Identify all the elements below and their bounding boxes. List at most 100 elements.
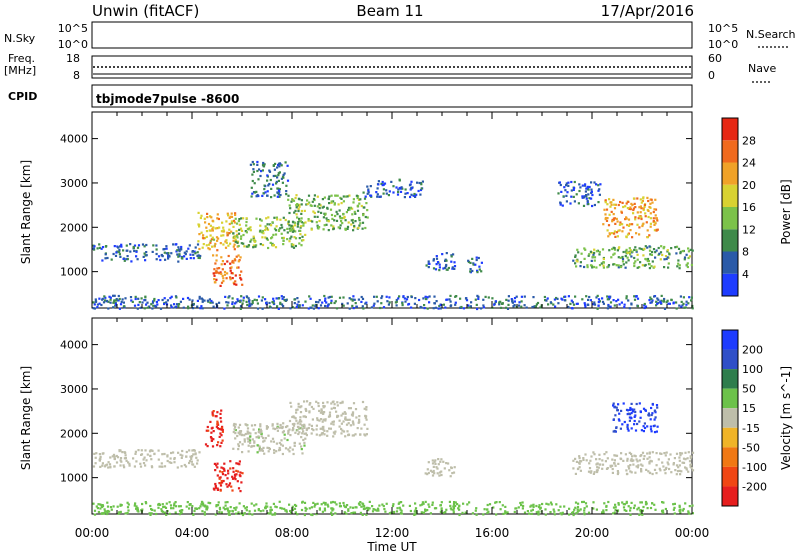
range-gate-cell xyxy=(644,212,647,215)
range-gate-cell xyxy=(280,295,283,298)
range-gate-cell xyxy=(294,431,297,434)
range-gate-cell xyxy=(288,450,291,453)
range-gate-cell xyxy=(648,245,651,248)
range-gate-cell xyxy=(221,268,224,271)
range-gate-cell xyxy=(587,193,590,196)
range-gate-cell xyxy=(313,215,316,218)
range-gate-cell xyxy=(369,185,372,188)
range-gate-cell xyxy=(354,408,358,411)
range-gate-cell xyxy=(250,424,254,427)
range-gate-cell xyxy=(655,404,659,407)
range-gate-cell xyxy=(617,502,620,505)
range-gate-cell xyxy=(268,305,271,308)
range-gate-cell xyxy=(644,257,647,261)
range-gate-cell xyxy=(244,507,247,510)
range-gate-cell xyxy=(385,189,388,192)
range-gate-cell xyxy=(344,219,347,222)
range-gate-cell xyxy=(651,472,654,476)
range-gate-cell xyxy=(238,474,241,477)
range-gate-cell xyxy=(191,250,194,253)
range-gate-cell xyxy=(619,221,622,224)
range-gate-cell xyxy=(277,193,280,196)
range-gate-cell xyxy=(224,295,227,298)
range-gate-cell xyxy=(656,425,659,428)
range-gate-cell xyxy=(643,247,646,250)
range-gate-cell xyxy=(631,459,634,463)
range-gate-cell xyxy=(574,506,577,509)
range-gate-cell xyxy=(617,256,620,259)
range-gate-cell xyxy=(262,161,265,165)
range-gate-cell xyxy=(262,446,265,449)
range-gate-cell xyxy=(684,466,687,469)
range-gate-cell xyxy=(285,509,288,512)
range-gate-cell xyxy=(578,509,581,512)
range-gate-cell xyxy=(216,488,219,491)
range-gate-cell xyxy=(515,507,518,510)
range-gate-cell xyxy=(601,248,605,251)
range-gate-cell xyxy=(232,430,235,434)
range-gate-cell xyxy=(264,505,268,508)
range-gate-cell xyxy=(431,462,435,465)
range-gate-cell xyxy=(233,283,236,286)
range-gate-cell xyxy=(545,502,548,505)
range-gate-cell xyxy=(227,244,230,247)
range-gate-cell xyxy=(342,420,345,423)
range-gate-cell xyxy=(633,298,637,301)
range-gate-cell xyxy=(115,251,118,254)
range-gate-cell xyxy=(413,192,416,196)
range-gate-cell xyxy=(677,466,680,469)
range-gate-cell xyxy=(688,255,691,258)
scatter-region xyxy=(212,254,244,287)
cpid-label: CPID xyxy=(8,90,37,103)
range-gate-cell xyxy=(612,263,615,266)
range-gate-cell xyxy=(606,217,609,220)
range-gate-cell xyxy=(259,243,262,246)
range-gate-cell xyxy=(566,191,569,194)
range-gate-cell xyxy=(295,213,298,216)
range-gate-cell xyxy=(323,433,326,436)
range-gate-cell xyxy=(348,194,351,197)
range-gate-cell xyxy=(582,458,585,461)
range-gate-cell xyxy=(690,299,693,302)
range-gate-cell xyxy=(673,457,676,460)
range-gate-cell xyxy=(682,296,685,299)
range-gate-cell xyxy=(631,250,634,253)
range-gate-cell xyxy=(234,437,237,440)
range-gate-cell xyxy=(381,295,384,298)
range-gate-cell xyxy=(323,196,326,199)
range-gate-cell xyxy=(616,409,619,412)
range-gate-cell xyxy=(120,243,123,246)
power-plot-frame xyxy=(91,111,693,309)
range-gate-cell xyxy=(291,227,294,230)
range-gate-cell xyxy=(676,470,680,473)
range-gate-cell xyxy=(137,303,140,306)
range-gate-cell xyxy=(247,437,250,440)
range-gate-cell xyxy=(502,512,505,515)
range-gate-cell xyxy=(303,432,306,435)
range-gate-cell xyxy=(224,501,227,504)
range-gate-cell xyxy=(151,301,154,304)
range-gate-cell xyxy=(306,199,309,202)
range-gate-cell xyxy=(291,505,294,508)
scatter-region xyxy=(212,460,244,493)
range-gate-cell xyxy=(323,294,326,298)
range-gate-cell xyxy=(453,267,456,270)
range-gate-cell xyxy=(643,205,646,208)
range-gate-cell xyxy=(289,446,292,449)
power-data-layer xyxy=(92,160,694,311)
range-gate-cell xyxy=(392,503,395,506)
range-gate-cell xyxy=(652,210,655,214)
range-gate-cell xyxy=(93,307,96,310)
range-gate-cell xyxy=(574,262,577,265)
range-gate-cell xyxy=(231,509,234,513)
range-gate-cell xyxy=(165,502,168,505)
range-gate-cell xyxy=(238,433,241,436)
range-gate-cell xyxy=(298,219,301,222)
range-gate-cell xyxy=(531,508,534,511)
range-gate-cell xyxy=(119,459,122,462)
range-gate-cell xyxy=(636,197,639,200)
range-gate-cell xyxy=(280,443,283,446)
range-gate-cell xyxy=(122,301,125,304)
range-gate-cell xyxy=(278,171,281,174)
range-gate-cell xyxy=(621,258,625,261)
